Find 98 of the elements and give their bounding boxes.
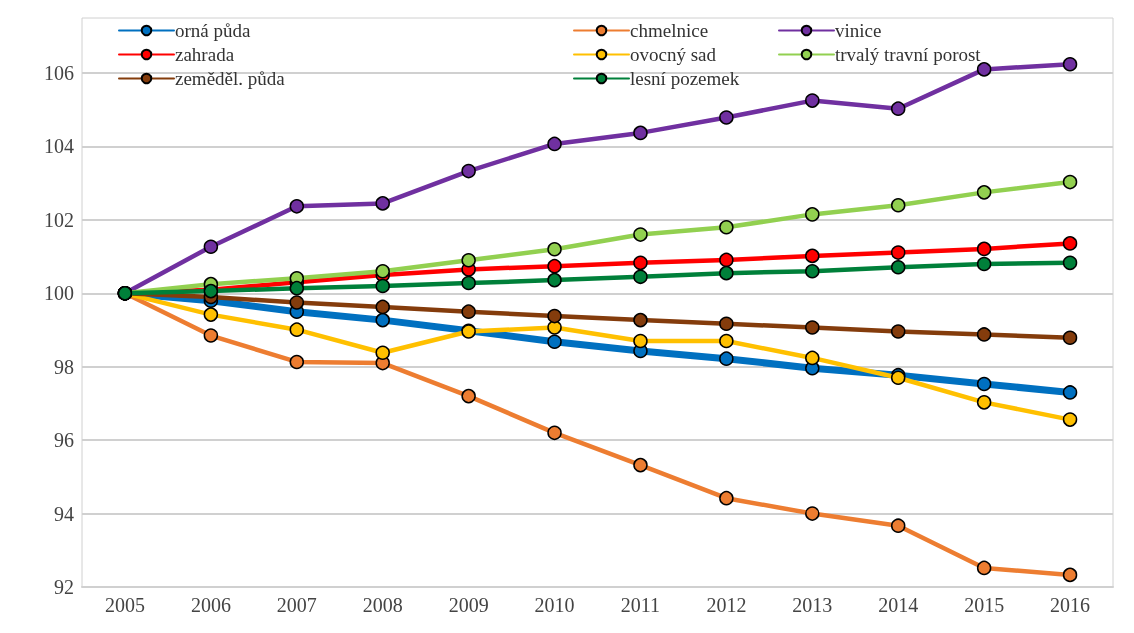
point	[976, 395, 992, 410]
point	[1062, 174, 1078, 190]
point	[375, 278, 390, 294]
x-tick-label: 2007	[276, 594, 317, 616]
point	[805, 264, 820, 279]
point	[547, 272, 562, 288]
point	[633, 269, 648, 285]
point	[461, 253, 476, 268]
x-tick-label: 2008	[362, 594, 403, 616]
point	[719, 351, 734, 366]
point	[461, 304, 476, 319]
point	[461, 388, 476, 404]
point	[547, 334, 562, 350]
y-tick-label: 94	[54, 502, 74, 525]
point	[289, 199, 305, 214]
x-tick-label: 2005	[104, 594, 145, 616]
point	[1062, 255, 1078, 271]
point	[461, 275, 476, 291]
point	[203, 328, 219, 343]
point	[890, 324, 906, 339]
point	[461, 163, 476, 179]
point	[976, 256, 992, 272]
point	[289, 280, 305, 296]
point	[1062, 57, 1078, 72]
x-tick-label: 2010	[534, 594, 575, 616]
point	[375, 345, 390, 361]
x-tick-label: 2012	[706, 594, 747, 616]
y-tick-label: 92	[54, 576, 74, 598]
point	[805, 350, 820, 366]
point	[633, 333, 648, 349]
point	[719, 265, 734, 281]
point	[375, 264, 390, 279]
point	[289, 322, 305, 337]
x-tick-label: 2015	[964, 594, 1005, 616]
point	[633, 227, 648, 242]
point	[976, 185, 992, 200]
point	[890, 245, 906, 260]
point	[1062, 385, 1078, 400]
point	[805, 248, 820, 264]
legend-label: vinice	[835, 20, 882, 41]
x-tick-label: 2014	[878, 594, 919, 616]
legend-label: lesní pozemek	[630, 68, 740, 89]
x-tick-label: 2016	[1050, 594, 1091, 616]
legend-label: zeměděl. půda	[175, 68, 286, 89]
point	[805, 207, 820, 222]
point	[289, 354, 305, 370]
point	[375, 196, 390, 211]
point	[719, 110, 734, 125]
point	[1062, 330, 1078, 345]
y-tick-label: 98	[54, 355, 74, 378]
point	[1062, 412, 1078, 427]
point	[805, 93, 820, 108]
point	[890, 518, 906, 533]
point	[719, 333, 734, 349]
point	[976, 327, 992, 342]
point	[547, 425, 562, 441]
x-tick-label: 2013	[792, 594, 833, 616]
point	[1062, 236, 1078, 251]
legend-label: chmelnice	[630, 20, 709, 41]
point	[633, 255, 648, 271]
x-tick-label: 2011	[620, 594, 661, 616]
point	[1062, 567, 1078, 583]
point	[633, 312, 648, 328]
point	[976, 376, 992, 392]
point	[890, 101, 906, 116]
point	[719, 252, 734, 268]
point	[289, 295, 305, 310]
legend-label: zahrada	[175, 44, 235, 65]
x-tick-label: 2009	[448, 594, 489, 616]
point	[890, 260, 906, 275]
legend-label: ovocný sad	[630, 44, 717, 65]
point	[719, 220, 734, 235]
point	[976, 241, 992, 257]
x-tick-label: 2006	[190, 594, 231, 616]
y-tick-label: 106	[44, 62, 74, 85]
legend-label: trvalý travní porost	[835, 44, 982, 65]
point	[547, 258, 562, 274]
point	[633, 125, 648, 141]
point	[375, 299, 390, 315]
point	[633, 457, 648, 473]
point	[976, 560, 992, 576]
y-tick-label: 102	[44, 208, 74, 231]
point	[719, 490, 734, 506]
y-tick-label: 96	[54, 429, 74, 452]
point	[547, 320, 562, 335]
point	[547, 242, 562, 257]
point	[805, 506, 820, 521]
point	[203, 239, 219, 254]
legend-label: orná půda	[175, 20, 252, 41]
point	[547, 308, 562, 324]
y-tick-label: 100	[44, 282, 74, 305]
point	[547, 136, 562, 152]
point	[805, 320, 820, 335]
point	[890, 197, 906, 213]
point	[719, 316, 734, 332]
point	[375, 312, 390, 328]
point	[203, 307, 219, 322]
y-tick-label: 104	[44, 135, 74, 158]
